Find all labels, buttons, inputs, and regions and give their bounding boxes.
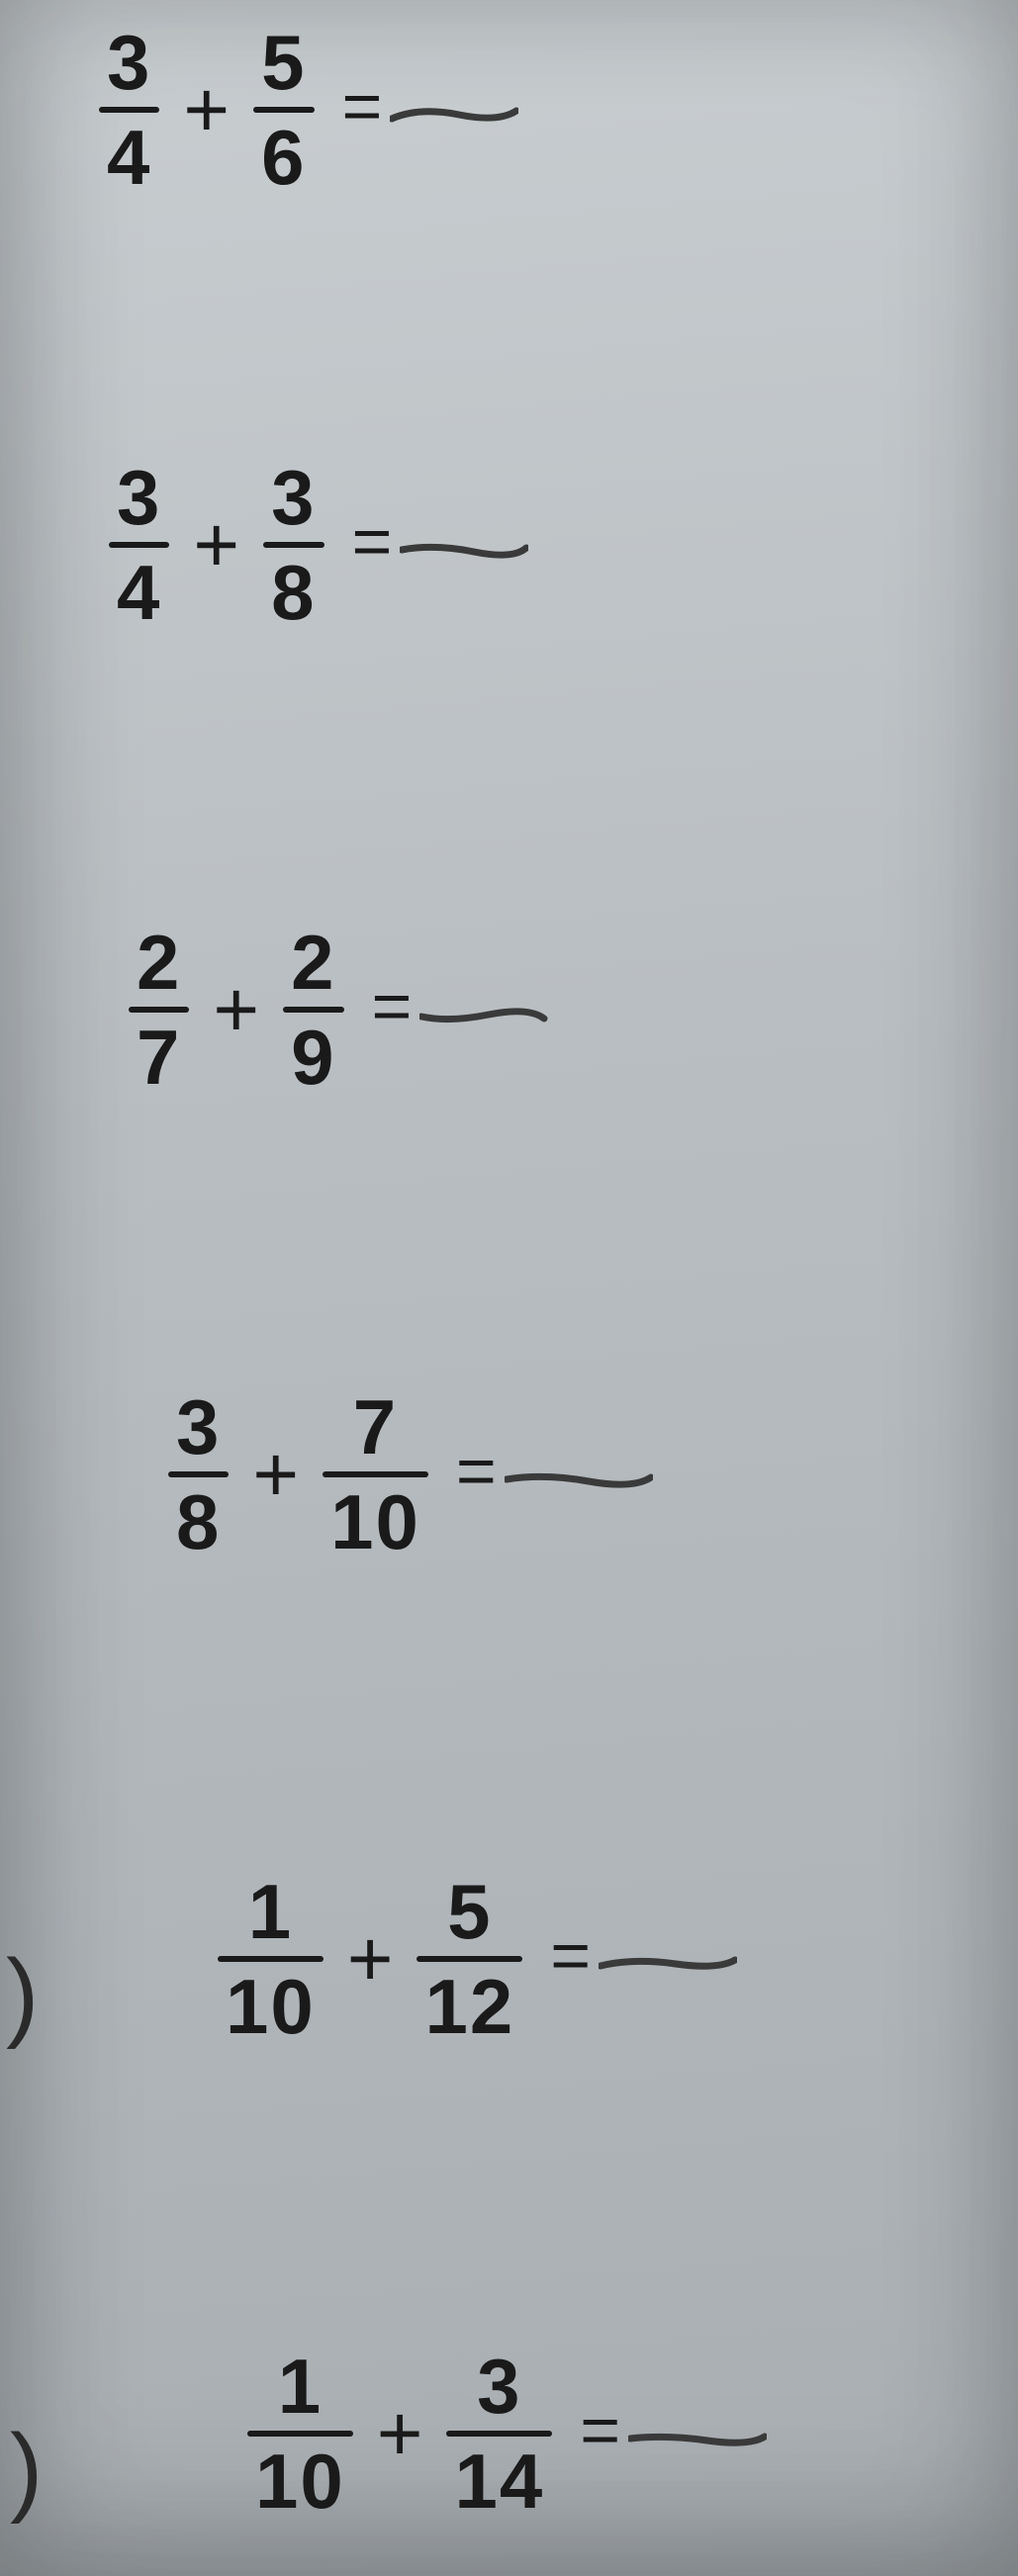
- problem-5: 1 10 + 5 12 =: [218, 1869, 727, 2049]
- equals-sign: =: [342, 66, 383, 145]
- plus-operator: +: [183, 64, 230, 155]
- numerator: 1: [240, 1869, 301, 1954]
- problem-1: 3 4 + 5 6 =: [99, 20, 518, 200]
- fraction-bar: [263, 542, 324, 548]
- fraction-a: 1 10: [218, 1869, 324, 2049]
- numerator: 5: [439, 1869, 500, 1954]
- fraction-a: 3 8: [168, 1384, 229, 1564]
- numerator: 2: [283, 920, 343, 1005]
- problem-marker: ): [10, 2413, 43, 2527]
- fraction-a: 2 7: [129, 920, 189, 1100]
- numerator: 2: [129, 920, 189, 1005]
- fraction-bar: [283, 1007, 343, 1013]
- fraction-bar: [168, 1471, 229, 1477]
- numerator: 3: [109, 455, 169, 540]
- equals-sign: =: [580, 2390, 620, 2469]
- numerator: 3: [263, 455, 324, 540]
- fraction-b: 5 12: [416, 1869, 522, 2049]
- fraction-bar: [416, 1956, 522, 1962]
- fraction-bar: [218, 1956, 324, 1962]
- problem-marker: ): [6, 1938, 39, 2052]
- denominator: 12: [416, 1964, 522, 2049]
- answer-blank[interactable]: [599, 1950, 727, 1980]
- answer-blank[interactable]: [419, 1001, 548, 1030]
- plus-operator: +: [377, 2388, 423, 2479]
- fraction-b: 3 14: [446, 2344, 552, 2524]
- worksheet-page: 3 4 + 5 6 = 3 4 + 3 8 =: [0, 0, 1018, 2576]
- problem-2: 3 4 + 3 8 =: [109, 455, 528, 635]
- numerator: 3: [469, 2344, 529, 2429]
- equals-sign: =: [550, 1915, 591, 1995]
- problem-3: 2 7 + 2 9 =: [129, 920, 548, 1100]
- equals-sign: =: [372, 966, 413, 1045]
- denominator: 4: [109, 550, 169, 635]
- denominator: 8: [263, 550, 324, 635]
- fraction-bar: [253, 107, 314, 113]
- denominator: 4: [99, 115, 159, 200]
- denominator: 7: [129, 1015, 189, 1100]
- numerator: 3: [168, 1384, 229, 1469]
- fraction-a: 1 10: [247, 2344, 353, 2524]
- fraction-bar: [323, 1471, 428, 1477]
- plus-operator: +: [213, 964, 259, 1055]
- plus-operator: +: [193, 499, 239, 590]
- denominator: 6: [253, 115, 314, 200]
- denominator: 8: [168, 1479, 229, 1564]
- fraction-bar: [109, 542, 169, 548]
- denominator: 10: [323, 1479, 428, 1564]
- equals-sign: =: [352, 501, 393, 580]
- fraction-b: 3 8: [263, 455, 324, 635]
- paper-vignette: [0, 0, 1018, 2576]
- denominator: 10: [247, 2439, 353, 2524]
- equals-sign: =: [456, 1431, 497, 1510]
- numerator: 1: [270, 2344, 330, 2429]
- numerator: 7: [345, 1384, 406, 1469]
- fraction-b: 5 6: [253, 20, 314, 200]
- fraction-bar: [129, 1007, 189, 1013]
- problem-4: 3 8 + 7 10 =: [168, 1384, 633, 1564]
- denominator: 9: [283, 1015, 343, 1100]
- plus-operator: +: [347, 1913, 394, 2004]
- denominator: 14: [446, 2439, 552, 2524]
- answer-blank[interactable]: [628, 2425, 757, 2454]
- answer-blank[interactable]: [390, 101, 518, 131]
- fraction-a: 3 4: [109, 455, 169, 635]
- denominator: 10: [218, 1964, 324, 2049]
- answer-blank[interactable]: [400, 536, 528, 566]
- fraction-bar: [247, 2431, 353, 2437]
- fraction-bar: [446, 2431, 552, 2437]
- numerator: 5: [253, 20, 314, 105]
- plus-operator: +: [252, 1429, 299, 1520]
- fraction-b: 7 10: [323, 1384, 428, 1564]
- fraction-bar: [99, 107, 159, 113]
- fraction-a: 3 4: [99, 20, 159, 200]
- fraction-b: 2 9: [283, 920, 343, 1100]
- numerator: 3: [99, 20, 159, 105]
- problem-6: 1 10 + 3 14 =: [247, 2344, 757, 2524]
- answer-blank[interactable]: [505, 1466, 633, 1495]
